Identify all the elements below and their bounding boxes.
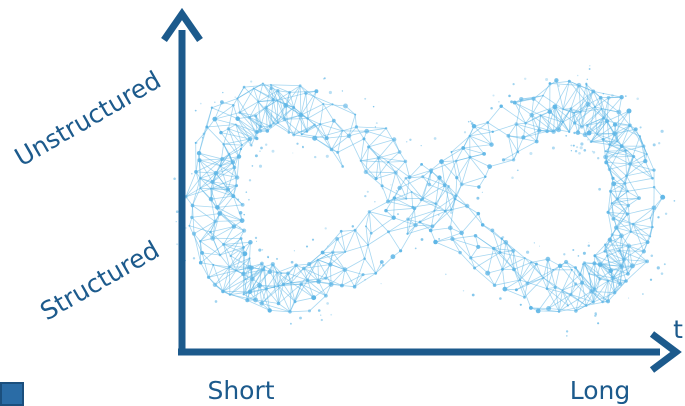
x-axis-arrowhead <box>649 331 682 373</box>
infinity-mesh-graphic <box>173 65 676 337</box>
y-axis-label-unstructured: Unstructured <box>10 65 166 172</box>
x-axis-symbol-t: t <box>673 315 683 344</box>
mesh-particles <box>173 65 676 337</box>
mesh-lines <box>185 79 664 313</box>
y-axis-label-structured: Structured <box>35 235 164 326</box>
mesh-nodes <box>184 78 666 314</box>
x-axis-label-short: Short <box>207 376 274 405</box>
x-axis-label-long: Long <box>570 376 631 405</box>
corner-square-marker <box>0 382 24 406</box>
y-axis-arrowhead <box>161 7 203 42</box>
axes <box>161 7 682 373</box>
